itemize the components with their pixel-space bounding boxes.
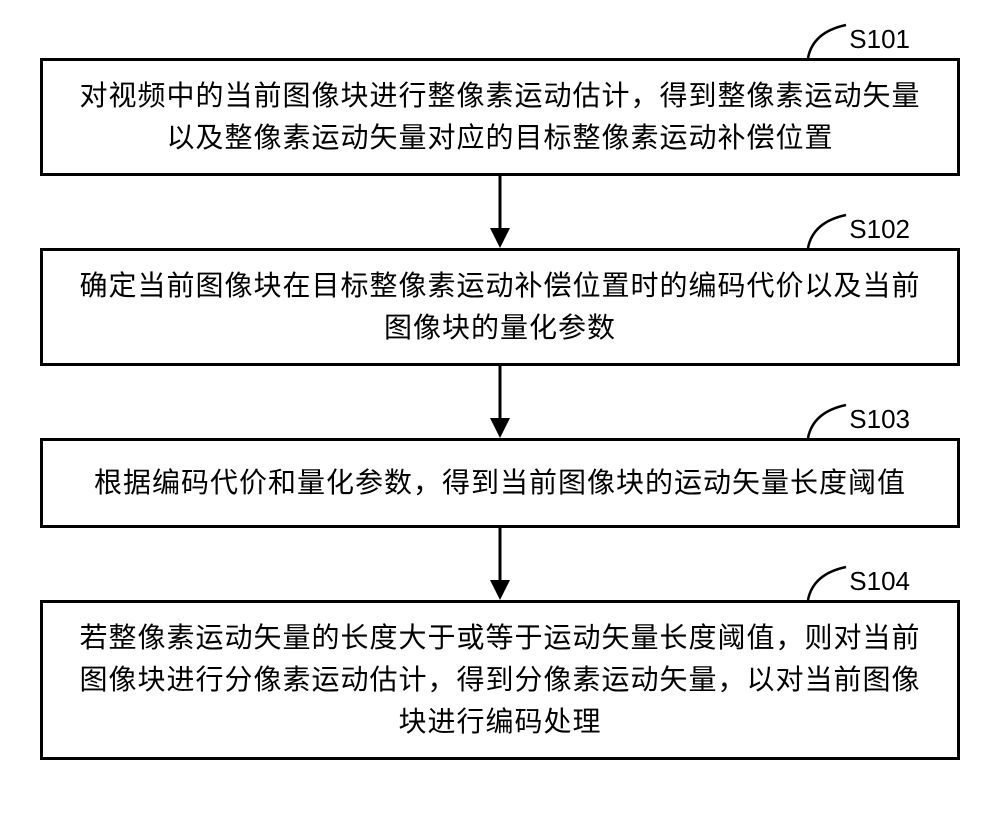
step-text: 确定当前图像块在目标整像素运动补偿位置时的编码代价以及当前图像块的量化参数 xyxy=(67,265,933,349)
step-label: S103 xyxy=(849,404,910,435)
step-label: S101 xyxy=(849,24,910,55)
flowchart-row: S102 确定当前图像块在目标整像素运动补偿位置时的编码代价以及当前图像块的量化… xyxy=(0,248,1000,366)
flowchart-step-box: 对视频中的当前图像块进行整像素运动估计，得到整像素运动矢量以及整像素运动矢量对应… xyxy=(40,58,960,176)
label-connector xyxy=(798,22,848,58)
flowchart-row: S103 根据编码代价和量化参数，得到当前图像块的运动矢量长度阈值 xyxy=(0,438,1000,528)
flowchart-row: S104 若整像素运动矢量的长度大于或等于运动矢量长度阈值，则对当前图像块进行分… xyxy=(0,600,1000,760)
step-text: 根据编码代价和量化参数，得到当前图像块的运动矢量长度阈值 xyxy=(94,462,906,504)
step-label: S102 xyxy=(849,214,910,245)
flowchart-step-box: 确定当前图像块在目标整像素运动补偿位置时的编码代价以及当前图像块的量化参数 xyxy=(40,248,960,366)
flowchart-container: S101 对视频中的当前图像块进行整像素运动估计，得到整像素运动矢量以及整像素运… xyxy=(0,20,1000,760)
label-connector xyxy=(798,212,848,248)
step-text: 对视频中的当前图像块进行整像素运动估计，得到整像素运动矢量以及整像素运动矢量对应… xyxy=(67,75,933,159)
step-text: 若整像素运动矢量的长度大于或等于运动矢量长度阈值，则对当前图像块进行分像素运动估… xyxy=(67,617,933,743)
flowchart-row: S101 对视频中的当前图像块进行整像素运动估计，得到整像素运动矢量以及整像素运… xyxy=(0,58,1000,176)
label-connector xyxy=(798,402,848,438)
label-connector xyxy=(798,564,848,600)
flowchart-step-box: 若整像素运动矢量的长度大于或等于运动矢量长度阈值，则对当前图像块进行分像素运动估… xyxy=(40,600,960,760)
step-label: S104 xyxy=(849,566,910,597)
flowchart-step-box: 根据编码代价和量化参数，得到当前图像块的运动矢量长度阈值 xyxy=(40,438,960,528)
